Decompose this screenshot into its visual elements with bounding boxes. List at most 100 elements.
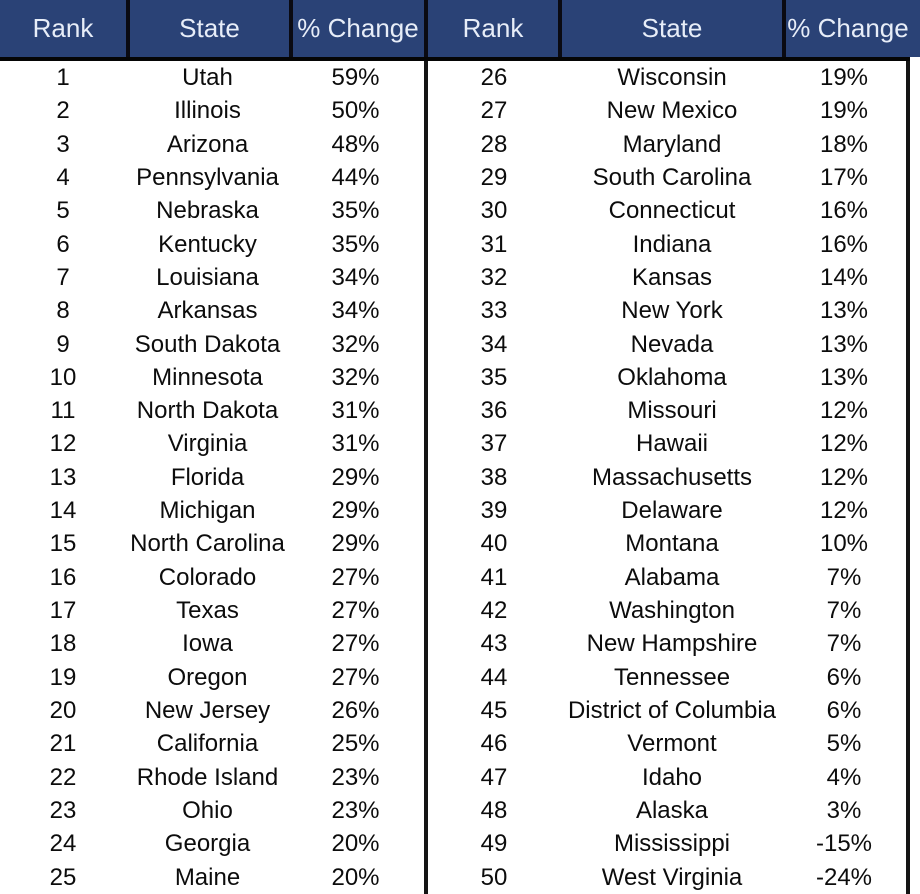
change-cell: 59% <box>331 64 380 91</box>
change-cell: 17% <box>819 163 869 191</box>
table-row: 9 South Dakota 32% <box>0 328 424 361</box>
table-row: 47 Idaho 4% <box>428 761 906 794</box>
state-cell: Mississippi <box>613 830 730 858</box>
rank-cell: 3 <box>56 130 70 158</box>
rank-cell: 9 <box>56 330 70 358</box>
rank-cell: 33 <box>480 297 508 325</box>
rank-cell: 35 <box>480 363 508 391</box>
header-separator <box>126 0 130 57</box>
state-cell: Pennsylvania <box>136 163 279 191</box>
rank-cell: 2 <box>56 97 70 125</box>
state-cell: Tennessee <box>613 663 731 691</box>
state-cell: Oklahoma <box>617 363 727 391</box>
table-row: 31 Indiana 16% <box>428 228 906 261</box>
change-cell: 44% <box>331 163 380 191</box>
header-separator <box>289 0 293 57</box>
change-cell: 12% <box>819 497 869 525</box>
rank-cell: 22 <box>49 763 77 791</box>
state-cell: Iowa <box>182 630 233 658</box>
change-cell: 18% <box>819 130 869 158</box>
change-cell: 26% <box>331 696 380 724</box>
table-row: 15 North Carolina 29% <box>0 527 424 560</box>
table-row: 43 New Hampshire 7% <box>428 627 906 660</box>
change-cell: -24% <box>815 863 873 891</box>
change-cell: 29% <box>331 463 380 491</box>
header-state-right: State <box>641 13 703 43</box>
change-cell: 19% <box>819 97 869 125</box>
rank-cell: 6 <box>56 230 70 258</box>
change-cell: 35% <box>331 197 380 225</box>
table-row: 2 Illinois 50% <box>0 94 424 127</box>
table-row: 44 Tennessee 6% <box>428 661 906 694</box>
table-row: 21 California 25% <box>0 727 424 760</box>
change-cell: 16% <box>819 230 869 258</box>
state-cell: North Carolina <box>130 530 285 558</box>
header-rank-right: Rank <box>462 13 524 43</box>
state-cell: Texas <box>176 597 239 624</box>
rank-cell: 13 <box>49 463 77 491</box>
rank-cell: 7 <box>56 263 70 291</box>
table-row: 35 Oklahoma 13% <box>428 361 906 394</box>
change-cell: 23% <box>331 796 380 824</box>
change-cell: 31% <box>331 430 380 458</box>
rank-cell: 11 <box>50 397 76 425</box>
state-cell: Ohio <box>182 796 233 824</box>
table-row: 11 North Dakota 31% <box>0 394 424 427</box>
header-state-left: State <box>179 13 240 43</box>
state-cell: Arkansas <box>157 297 258 325</box>
table-row: 16 Colorado 27% <box>0 561 424 594</box>
state-cell: Missouri <box>627 397 717 425</box>
header-separator <box>424 0 428 57</box>
state-cell: Michigan <box>159 497 256 525</box>
rank-cell: 50 <box>480 863 508 891</box>
table-row: 29 South Carolina 17% <box>428 161 906 194</box>
table-row: 4 Pennsylvania 44% <box>0 161 424 194</box>
table-right-border <box>906 61 910 894</box>
table-row: 50 West Virginia -24% <box>428 861 906 894</box>
state-cell: Montana <box>625 530 719 558</box>
rank-cell: 29 <box>480 163 508 191</box>
change-cell: 13% <box>819 363 869 391</box>
table-row: 39 Delaware 12% <box>428 494 906 527</box>
rank-cell: 27 <box>480 97 508 125</box>
rank-cell: 17 <box>49 597 77 624</box>
table-row: 28 Maryland 18% <box>428 128 906 161</box>
table-row: 7 Louisiana 34% <box>0 261 424 294</box>
table-row: 6 Kentucky 35% <box>0 228 424 261</box>
header-bottom-border <box>0 57 910 61</box>
state-cell: New Jersey <box>144 696 271 724</box>
state-cell: New Hampshire <box>586 630 758 658</box>
rank-cell: 36 <box>480 397 508 425</box>
header-separator <box>558 0 562 57</box>
state-cell: South Dakota <box>134 330 281 358</box>
state-cell: Wisconsin <box>617 64 727 91</box>
table-row: 23 Ohio 23% <box>0 794 424 827</box>
rows-panel-left: 1 Utah 59% 2 Illinois 50% 3 Arizona 48% 4 Pennsylv… <box>0 61 424 894</box>
change-cell: 50% <box>331 97 380 125</box>
rank-cell: 44 <box>480 663 508 691</box>
state-cell: Connecticut <box>608 197 736 225</box>
rows-panel-right: 26 Wisconsin 19% 27 New Mexico 19% 28 Maryland 1… <box>428 61 906 894</box>
middle-divider <box>424 61 428 894</box>
change-cell: -15% <box>815 830 873 858</box>
state-cell: Georgia <box>164 830 251 858</box>
rank-cell: 24 <box>49 830 77 858</box>
state-cell: Illinois <box>174 97 241 125</box>
rank-cell: 5 <box>56 197 70 225</box>
change-cell: 12% <box>819 463 869 491</box>
change-cell: 7% <box>826 630 862 658</box>
state-cell: Massachusetts <box>591 463 753 491</box>
rank-cell: 41 <box>480 563 508 591</box>
state-cell: Colorado <box>158 563 257 591</box>
table-row: 19 Oregon 27% <box>0 661 424 694</box>
state-cell: Delaware <box>621 497 723 525</box>
header-separator <box>782 0 786 57</box>
table-row: 33 New York 13% <box>428 294 906 327</box>
change-cell: 20% <box>331 863 380 891</box>
change-cell: 27% <box>331 563 380 591</box>
change-cell: 6% <box>826 696 862 724</box>
rank-cell: 38 <box>480 463 508 491</box>
table-row: 13 Florida 29% <box>0 461 424 494</box>
state-cell: Virginia <box>167 430 248 458</box>
rank-cell: 21 <box>49 730 77 758</box>
